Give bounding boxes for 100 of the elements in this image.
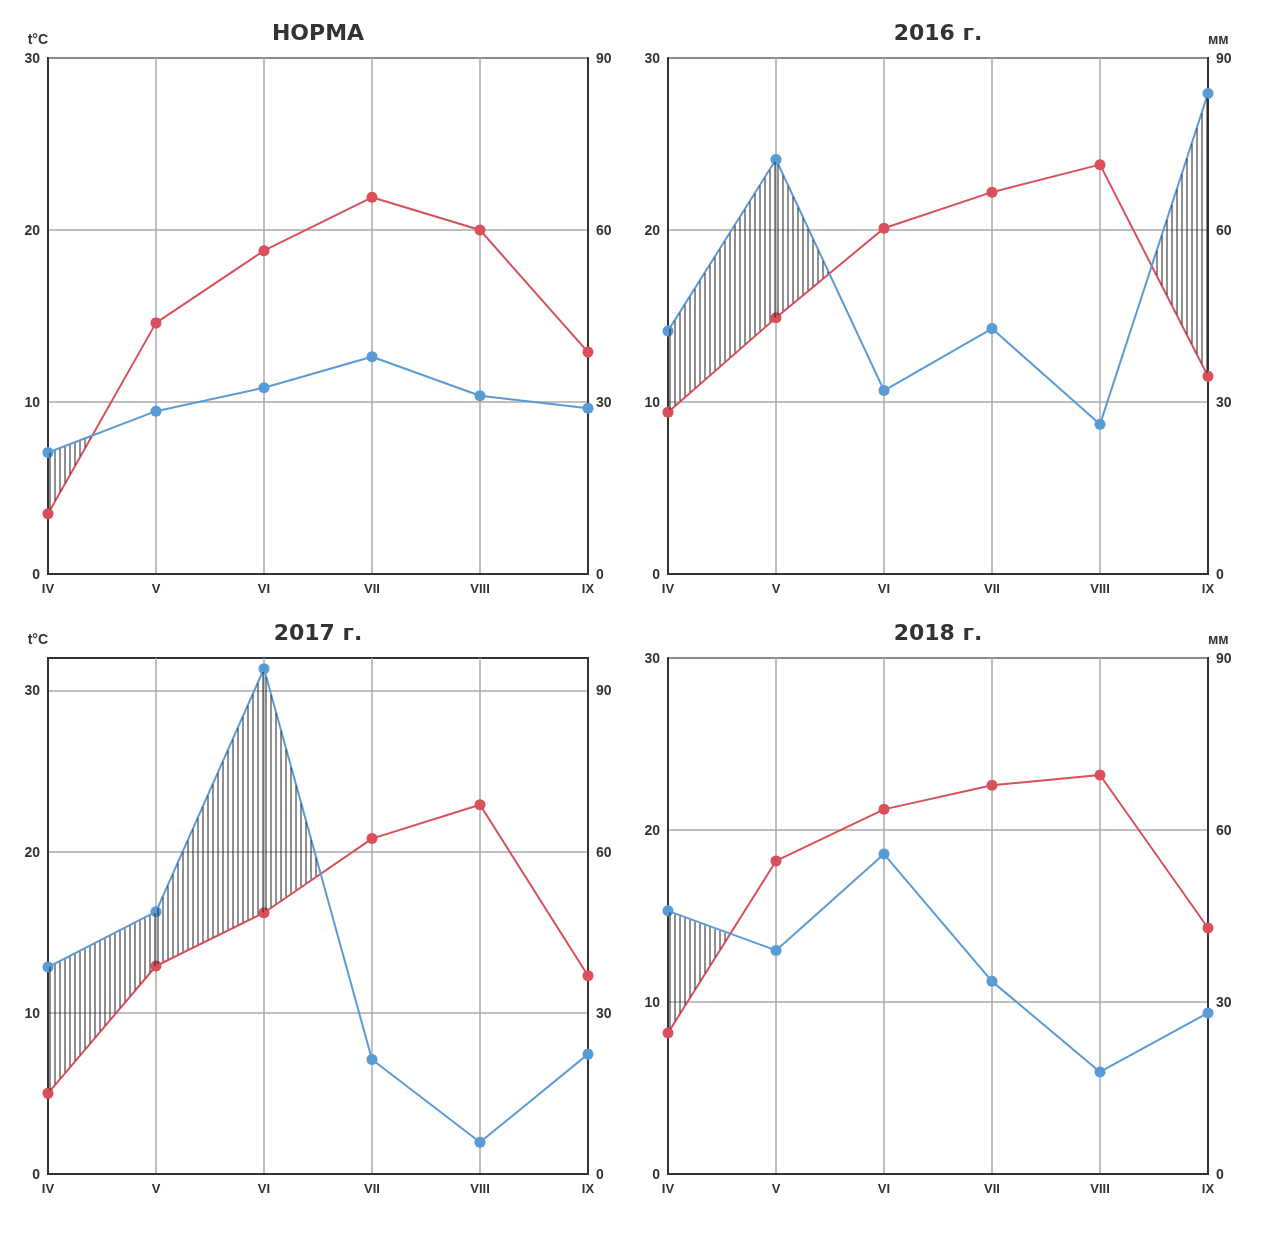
x-tick-label: IX — [1201, 581, 1215, 596]
y2-tick-label: 30 — [596, 394, 612, 410]
y-tick-label: 10 — [24, 1004, 41, 1021]
point — [474, 224, 486, 236]
x-tick-label: IV — [41, 1181, 55, 1196]
point — [366, 351, 378, 363]
point — [258, 245, 270, 257]
y-tick-label: 20 — [24, 222, 41, 238]
point — [474, 799, 486, 811]
point — [582, 970, 594, 982]
point — [1094, 1066, 1106, 1078]
y-tick-label: 20 — [644, 822, 661, 838]
y2-tick-label: 30 — [1216, 994, 1232, 1010]
point — [1202, 88, 1214, 100]
point — [366, 1054, 378, 1066]
point — [258, 382, 270, 394]
x-tick-label: VIII — [470, 1181, 490, 1196]
y-tick-label: 20 — [644, 222, 661, 238]
point — [42, 1087, 54, 1099]
point — [150, 317, 162, 329]
point — [1094, 769, 1106, 781]
y-tick-label: 30 — [24, 50, 41, 66]
y-tick-label: 0 — [32, 566, 41, 582]
y2-tick-label: 30 — [1216, 394, 1232, 410]
x-tick-label: IV — [661, 581, 675, 596]
x-tick-label: VIII — [1090, 1181, 1110, 1196]
y-axis-title: t°C — [27, 631, 48, 647]
point — [366, 833, 378, 845]
x-tick-label: VII — [364, 581, 380, 596]
point — [878, 848, 890, 860]
x-tick-label: V — [771, 1181, 781, 1196]
y-tick-label: 10 — [24, 394, 41, 410]
point — [366, 191, 378, 203]
point — [1202, 370, 1214, 382]
x-tick-label: IX — [581, 581, 595, 596]
point — [1202, 922, 1214, 934]
x-tick-label: VI — [877, 581, 891, 596]
point — [474, 1136, 486, 1148]
y2-axis-title: мм — [1208, 31, 1229, 47]
x-tick-label: IX — [581, 1181, 595, 1196]
point — [258, 663, 270, 675]
x-tick-label: VI — [257, 1181, 271, 1196]
y2-tick-label: 0 — [596, 1166, 604, 1182]
y2-tick-label: 60 — [1216, 222, 1232, 238]
y2-tick-label: 90 — [596, 50, 612, 66]
chart-title: 2018 г. — [893, 619, 983, 645]
point — [986, 186, 998, 198]
point — [662, 1027, 674, 1039]
point — [1202, 1007, 1214, 1019]
point — [662, 406, 674, 418]
point — [42, 508, 54, 520]
y-tick-label: 10 — [644, 394, 661, 410]
y-tick-label: 30 — [24, 682, 41, 699]
point — [582, 402, 594, 414]
x-tick-label: VII — [984, 581, 1000, 596]
point — [1094, 418, 1106, 430]
y2-tick-label: 90 — [1216, 50, 1232, 66]
point — [878, 385, 890, 397]
x-tick-label: VI — [877, 1181, 891, 1196]
point — [986, 975, 998, 987]
y-axis-title: t°C — [27, 31, 48, 47]
x-tick-label: V — [151, 1181, 161, 1196]
point — [474, 390, 486, 402]
x-tick-label: IX — [1201, 1181, 1215, 1196]
y-tick-label: 20 — [24, 843, 41, 860]
chart-title: 2016 г. — [893, 19, 983, 45]
x-tick-label: V — [151, 581, 161, 596]
y2-tick-label: 60 — [596, 843, 612, 860]
y2-tick-label: 60 — [596, 222, 612, 238]
y2-tick-label: 0 — [1216, 566, 1224, 582]
x-tick-label: VIII — [470, 581, 490, 596]
y2-tick-label: 90 — [1216, 650, 1232, 666]
x-tick-label: IV — [41, 581, 55, 596]
point — [986, 779, 998, 791]
y-tick-label: 0 — [652, 1166, 661, 1182]
y2-tick-label: 0 — [1216, 1166, 1224, 1182]
point — [770, 153, 782, 165]
y-tick-label: 30 — [644, 650, 661, 666]
x-tick-label: VII — [364, 1181, 380, 1196]
point — [150, 405, 162, 417]
y-tick-label: 0 — [652, 566, 661, 582]
y2-tick-label: 60 — [1216, 822, 1232, 838]
y-tick-label: 0 — [32, 1166, 41, 1182]
point — [582, 346, 594, 358]
point — [878, 803, 890, 815]
x-tick-label: V — [771, 581, 781, 596]
x-tick-label: VIII — [1090, 581, 1110, 596]
x-tick-label: VII — [984, 1181, 1000, 1196]
y2-tick-label: 0 — [596, 566, 604, 582]
x-tick-label: VI — [257, 581, 271, 596]
point — [1094, 159, 1106, 171]
chart-title: НОРМА — [271, 19, 365, 45]
y-tick-label: 10 — [644, 994, 661, 1010]
y2-tick-label: 90 — [596, 682, 612, 699]
point — [878, 222, 890, 234]
chart-title: 2017 г. — [273, 619, 363, 645]
point — [770, 944, 782, 956]
point — [986, 323, 998, 335]
y-tick-label: 30 — [644, 50, 661, 66]
y2-tick-label: 30 — [596, 1004, 612, 1021]
